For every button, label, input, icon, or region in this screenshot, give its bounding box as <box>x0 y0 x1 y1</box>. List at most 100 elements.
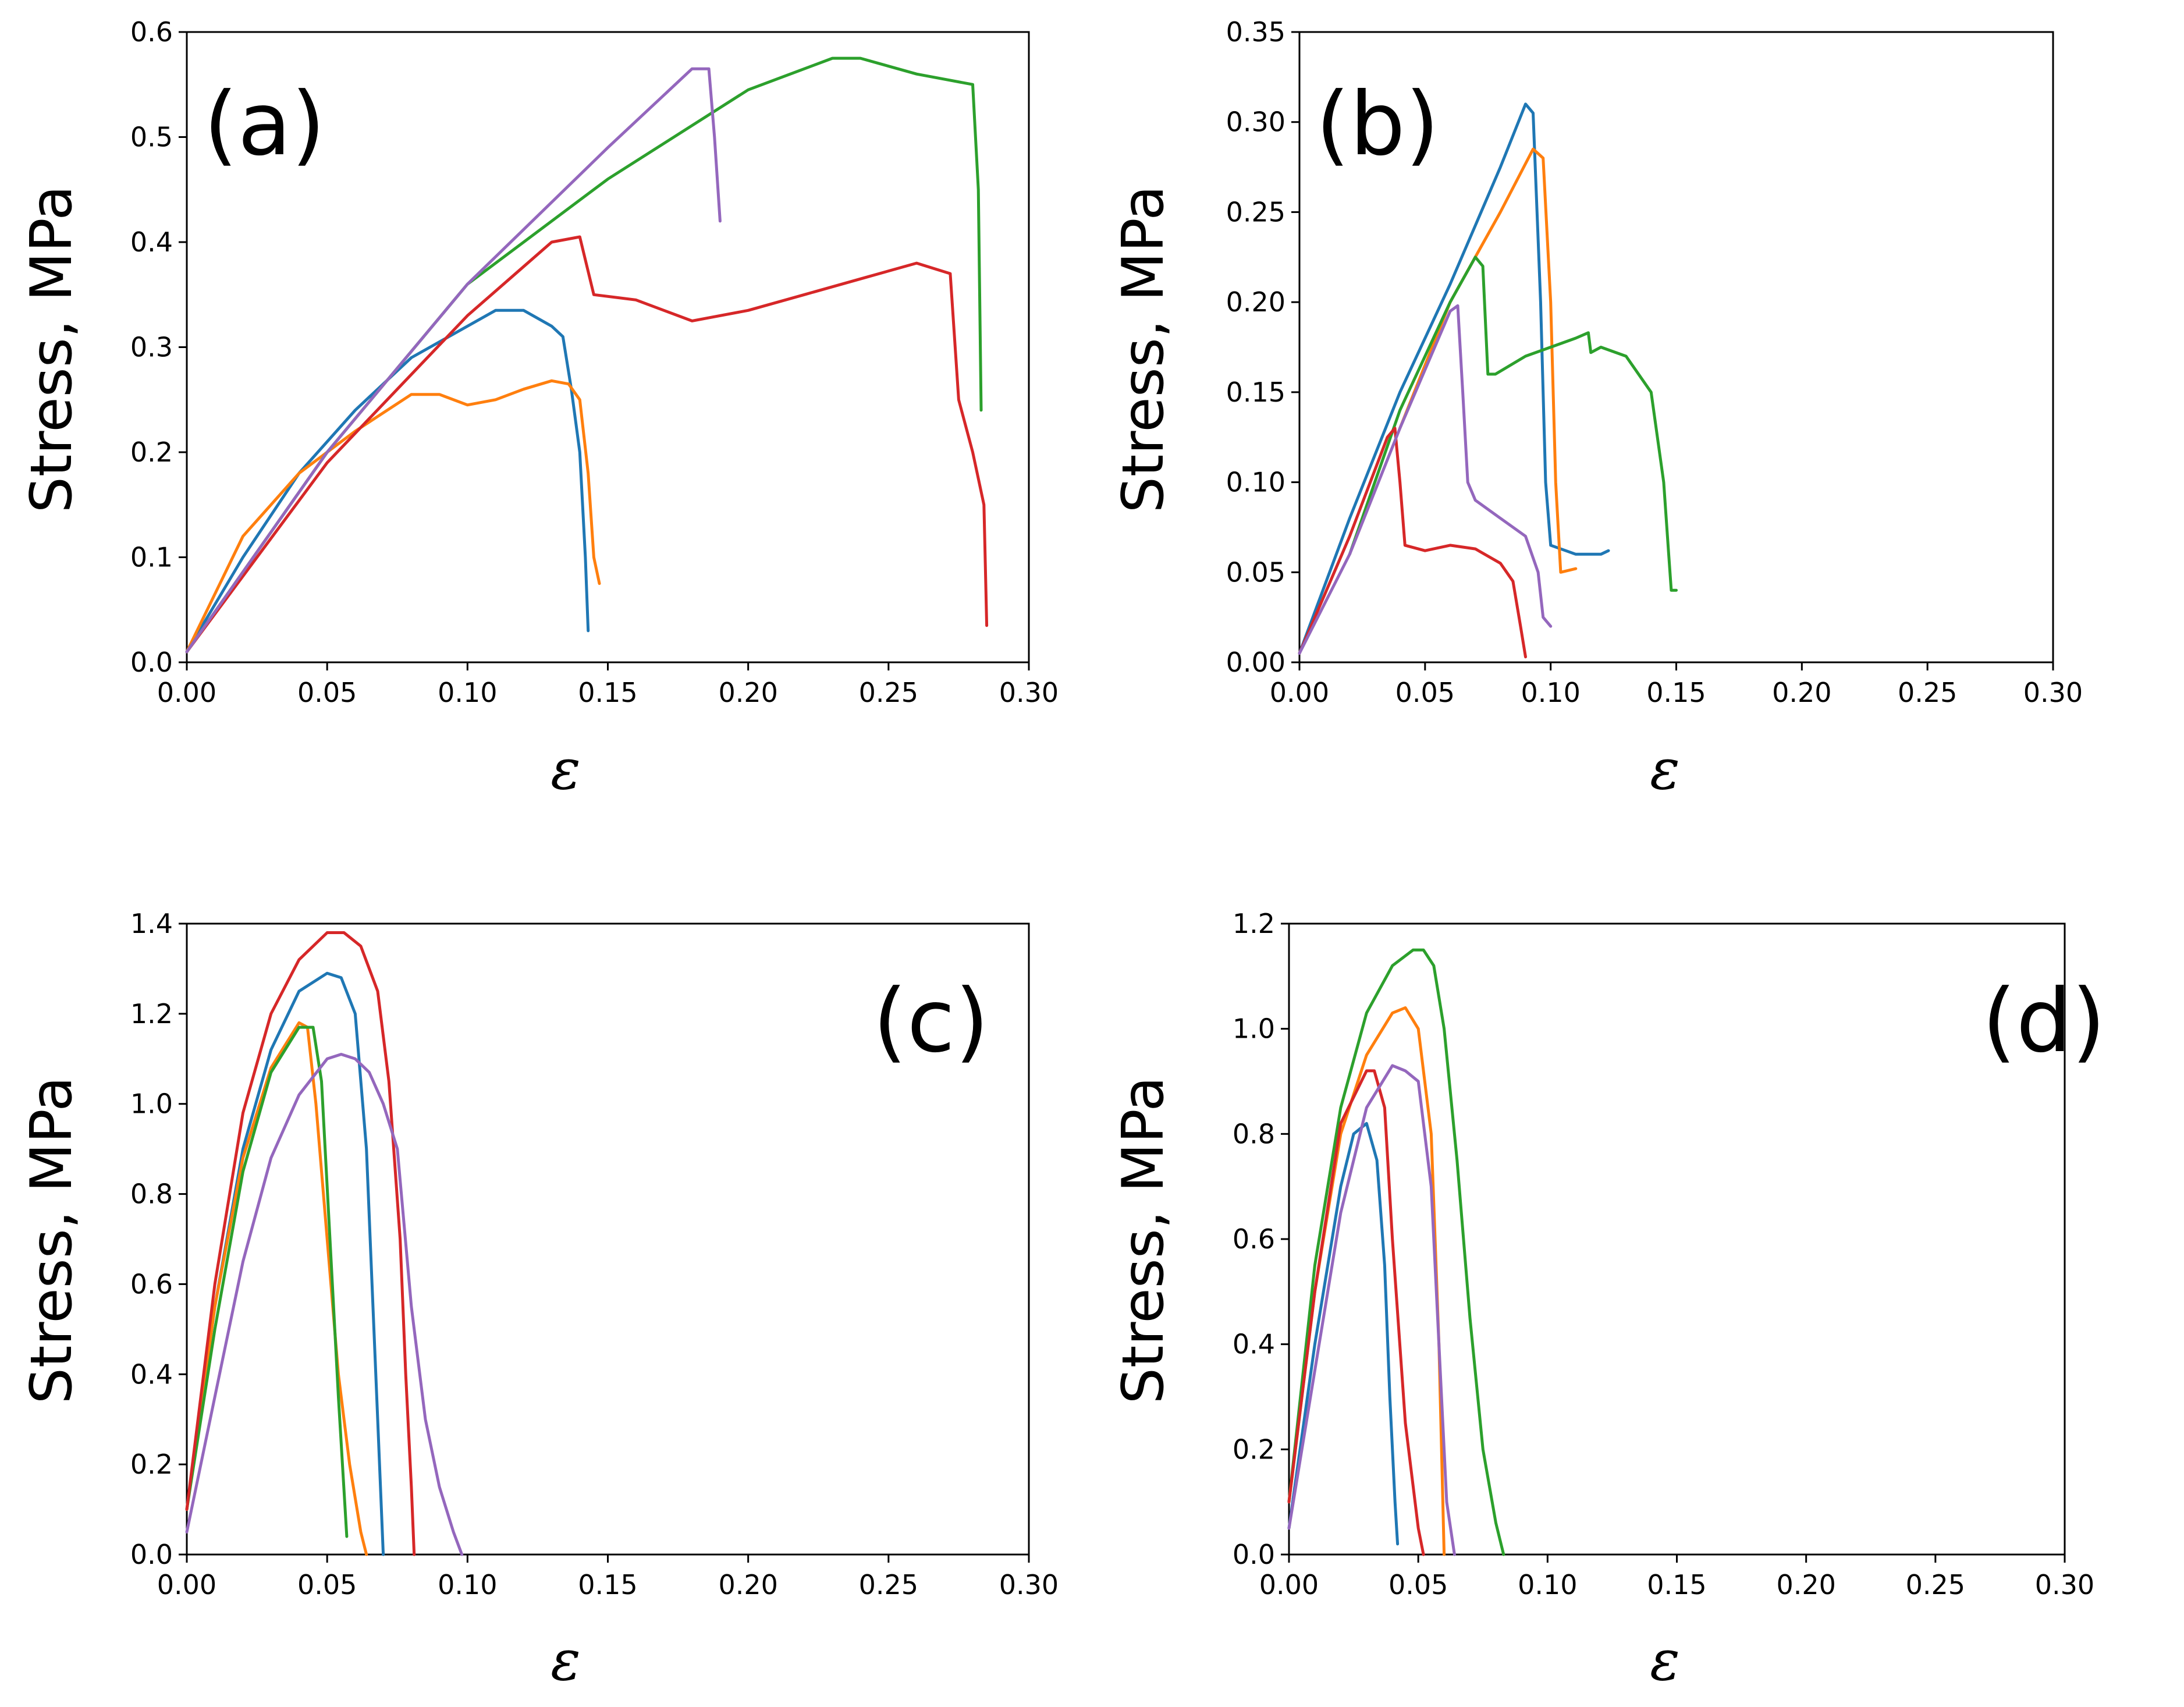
y-tick-label: 0.35 <box>1226 16 1285 48</box>
series-line-purple <box>1287 1064 1456 1556</box>
y-tick-label: 1.2 <box>1233 908 1275 939</box>
y-tick-label: 1.2 <box>130 998 173 1030</box>
plot-frame <box>1288 922 2066 1556</box>
series-line-green <box>1348 255 1678 592</box>
y-tick-label: 0.2 <box>130 1449 173 1480</box>
y-tick-label: 0.05 <box>1226 556 1285 588</box>
panel-b: 0.00 0.05 0.10 0.15 0.20 0.25 0.30 0.00 0.05 0.10… <box>1092 0 2184 853</box>
y-axis-label: Stress, MPa <box>1110 1077 1177 1404</box>
x-tick-label: 0.15 <box>1646 677 1706 708</box>
series-line-blue <box>1287 1122 1400 1546</box>
y-tick-label: 0.3 <box>130 332 173 363</box>
y-tick-label: 0.6 <box>130 16 173 48</box>
x-tick-label: 0.20 <box>718 1569 777 1600</box>
series-line-orange <box>185 1021 368 1556</box>
x-tick-label: 0.15 <box>578 677 637 708</box>
y-tick-label: 1.4 <box>130 908 173 939</box>
x-tick-label: 0.10 <box>438 677 497 708</box>
series-group <box>1287 948 1505 1556</box>
x-axis-label: ε <box>551 1628 581 1693</box>
tick-group: 0.00 0.05 0.10 0.15 0.20 0.25 0.30 0.0 0.1 0.2 0.3… <box>130 16 1059 708</box>
x-tick-label: 0.10 <box>1521 677 1580 708</box>
series-line-red <box>1298 427 1527 659</box>
series-line-purple <box>185 67 722 654</box>
x-axis-label: ε <box>1650 737 1680 802</box>
y-tick-label: 0.6 <box>130 1268 173 1300</box>
series-group <box>185 56 989 654</box>
x-tick-label: 0.05 <box>1395 677 1455 708</box>
x-axis-label: ε <box>1650 1628 1680 1693</box>
series-line-green <box>185 1025 349 1538</box>
x-tick-label: 0.15 <box>578 1569 637 1600</box>
y-tick-label: 0.25 <box>1226 196 1285 228</box>
x-tick-label: 0.00 <box>157 1569 216 1600</box>
panel-label: (d) <box>1982 971 2105 1072</box>
y-tick-label: 0.8 <box>130 1179 173 1210</box>
y-tick-label: 0.0 <box>130 647 173 678</box>
series-line-blue <box>185 971 385 1556</box>
y-tick-label: 1.0 <box>1233 1013 1275 1045</box>
series-line-purple <box>185 1053 464 1556</box>
x-tick-label: 0.05 <box>1388 1569 1448 1600</box>
x-tick-label: 0.30 <box>2023 677 2083 708</box>
panel-label: (b) <box>1316 74 1439 175</box>
x-tick-label: 0.20 <box>1772 677 1831 708</box>
panel-d: 0.00 0.05 0.10 0.15 0.20 0.25 0.30 0.0 0.2 0.4 0.6… <box>1092 853 2184 1707</box>
y-tick-label: 0.8 <box>1233 1118 1275 1149</box>
x-tick-label: 0.30 <box>999 1569 1059 1600</box>
y-tick-label: 0.15 <box>1226 377 1285 408</box>
x-tick-label: 0.00 <box>1259 1569 1319 1600</box>
chart-d: 0.00 0.05 0.10 0.15 0.20 0.25 0.30 0.0 0.2 0.4 0.6… <box>1110 908 2105 1693</box>
y-tick-label: 0.20 <box>1226 286 1285 318</box>
y-tick-label: 0.0 <box>1233 1539 1275 1570</box>
y-tick-label: 0.5 <box>130 122 173 153</box>
x-tick-label: 0.25 <box>859 1569 918 1600</box>
tick-group: 0.00 0.05 0.10 0.15 0.20 0.25 0.30 0.0 0.2 0.4 0.6… <box>130 908 1059 1600</box>
chart-a: 0.00 0.05 0.10 0.15 0.20 0.25 0.30 0.0 0.1 0.2 0.3… <box>19 16 1059 802</box>
y-tick-label: 0.30 <box>1226 107 1285 138</box>
x-tick-label: 0.00 <box>157 677 216 708</box>
tick-group: 0.00 0.05 0.10 0.15 0.20 0.25 0.30 0.0 0.2 0.4 0.6… <box>1233 908 2094 1600</box>
y-tick-label: 0.10 <box>1226 467 1285 498</box>
panel-c: 0.00 0.05 0.10 0.15 0.20 0.25 0.30 0.0 0.2 0.4 0.6… <box>0 853 1092 1707</box>
series-line-blue <box>185 308 590 654</box>
x-tick-label: 0.05 <box>297 1569 357 1600</box>
chart-c: 0.00 0.05 0.10 0.15 0.20 0.25 0.30 0.0 0.2 0.4 0.6… <box>19 908 1059 1693</box>
x-tick-label: 0.10 <box>438 1569 497 1600</box>
y-tick-label: 0.1 <box>130 542 173 573</box>
x-tick-label: 0.25 <box>1906 1569 1965 1600</box>
x-tick-label: 0.25 <box>1898 677 1957 708</box>
y-tick-label: 0.2 <box>1233 1433 1275 1465</box>
series-group <box>1298 102 1678 659</box>
y-tick-label: 0.4 <box>130 1358 173 1390</box>
x-tick-label: 0.10 <box>1518 1569 1577 1600</box>
x-tick-label: 0.05 <box>297 677 357 708</box>
x-tick-label: 0.30 <box>2035 1569 2094 1600</box>
y-axis-label: Stress, MPa <box>1110 186 1177 513</box>
panel-label: (a) <box>204 74 325 175</box>
series-line-green <box>1287 948 1505 1556</box>
series-line-orange <box>185 379 601 654</box>
y-tick-label: 0.00 <box>1226 647 1285 678</box>
series-line-red <box>185 235 989 654</box>
series-line-red <box>185 931 416 1556</box>
y-tick-label: 0.2 <box>130 436 173 468</box>
panel-label: (c) <box>873 971 989 1072</box>
y-axis-label: Stress, MPa <box>19 1077 85 1404</box>
y-tick-label: 1.0 <box>130 1088 173 1120</box>
x-tick-label: 0.25 <box>859 677 918 708</box>
panel-a: 0.00 0.05 0.10 0.15 0.20 0.25 0.30 0.0 0.1 0.2 0.3… <box>0 0 1092 853</box>
y-axis-label: Stress, MPa <box>19 186 85 513</box>
series-line-purple <box>1298 304 1553 655</box>
x-axis-label: ε <box>551 737 581 802</box>
series-line-blue <box>1298 102 1610 655</box>
y-tick-label: 0.4 <box>1233 1329 1275 1360</box>
y-tick-label: 0.0 <box>130 1539 173 1570</box>
x-tick-label: 0.20 <box>718 677 777 708</box>
series-group <box>185 931 464 1556</box>
y-tick-label: 0.6 <box>1233 1223 1275 1255</box>
x-tick-label: 0.15 <box>1647 1569 1706 1600</box>
chart-b: 0.00 0.05 0.10 0.15 0.20 0.25 0.30 0.00 0.05 0.10… <box>1110 16 2083 802</box>
x-tick-label: 0.20 <box>1776 1569 1835 1600</box>
